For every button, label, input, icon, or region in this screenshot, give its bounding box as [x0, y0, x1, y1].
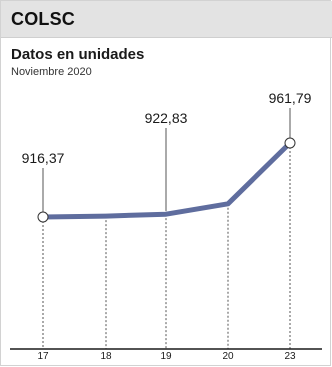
chart-title: Datos en unidades — [11, 46, 145, 63]
x-axis: 17 18 19 20 23 — [10, 348, 322, 362]
x-tick-label-19: 19 — [160, 351, 172, 362]
guide-lines — [42, 108, 291, 349]
data-label-19: 922,83 — [145, 110, 188, 126]
marker-point-23 — [284, 137, 296, 149]
header-bar: COLSC — [1, 1, 332, 38]
x-tick-label-23: 23 — [284, 351, 296, 362]
data-label-23: 961,79 — [269, 90, 312, 106]
data-label-layer: 916,37 922,83 961,79 — [22, 90, 312, 166]
x-tick-label-17: 17 — [37, 351, 49, 362]
marker-layer — [37, 137, 296, 223]
series-line — [40, 140, 293, 220]
series-line-layer — [40, 140, 293, 220]
data-label-17: 916,37 — [22, 150, 65, 166]
marker-point-17 — [37, 211, 49, 223]
x-tick-label-20: 20 — [222, 351, 234, 362]
x-tick-label-18: 18 — [100, 351, 112, 362]
ticker-title: COLSC — [11, 9, 75, 29]
chart-subtitle: Noviembre 2020 — [11, 66, 92, 78]
